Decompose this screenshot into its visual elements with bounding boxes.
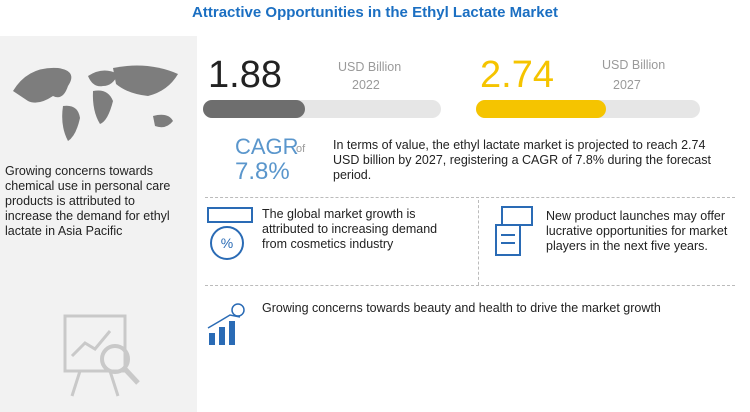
cagr-value: 7.8% [235,158,290,185]
analysis-icon [63,314,140,397]
bar-track [476,100,700,118]
cagr-description: In terms of value, the ethyl lactate mar… [333,138,711,182]
cagr-of: of [296,143,306,155]
cosmetics-icon: % [207,207,253,260]
left-text: Growing concerns towards chemical use in… [5,164,171,238]
stat-year: 2022 [352,78,380,92]
divider [478,200,479,285]
svg-text:%: % [221,235,233,251]
stat-unit: USD Billion [338,60,402,74]
stat-value: 2.74 [480,54,554,96]
bar-fill [476,100,606,118]
launch-icon [495,206,533,256]
insight-text: Growing concerns towards beauty and heal… [262,301,661,315]
stat-value: 1.88 [208,54,282,96]
divider [205,285,735,286]
cagr-label: CAGR [235,134,299,159]
title: Attractive Opportunities in the Ethyl La… [192,4,558,21]
insight-text: The global market growth is attributed t… [262,207,438,251]
growth-icon [207,303,245,345]
bar-fill [203,100,305,118]
world-map [13,65,178,141]
divider [205,197,735,198]
left-panel: Growing concerns towards chemical use in… [0,36,197,412]
insight-text: New product launches may offer lucrative… [546,209,728,253]
stat-year: 2027 [613,78,641,92]
stat-unit: USD Billion [602,58,666,72]
bar-track [203,100,441,118]
